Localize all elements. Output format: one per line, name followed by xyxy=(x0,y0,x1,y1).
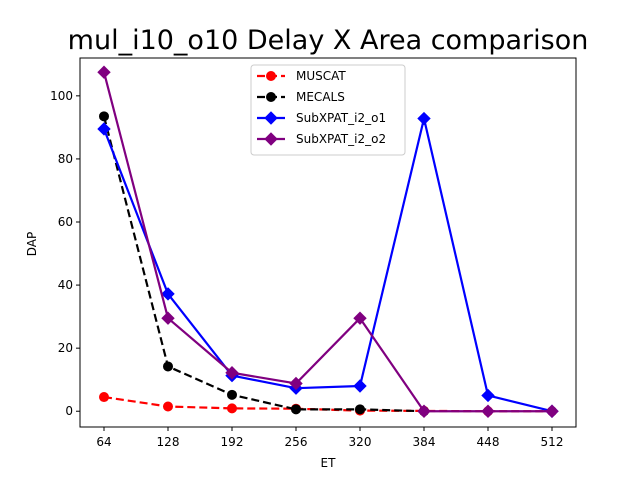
data-point-subxpat-i2-o1 xyxy=(97,122,111,136)
data-point-subxpat-i2-o1 xyxy=(353,379,367,393)
series-line-mecals xyxy=(102,116,425,413)
x-tick-label: 128 xyxy=(157,435,180,449)
data-point-subxpat-i2-o2 xyxy=(161,311,175,325)
data-point-subxpat-i2-o1 xyxy=(481,388,495,403)
y-tick-label: 60 xyxy=(58,215,73,229)
data-point-mecals xyxy=(227,389,237,400)
legend-box xyxy=(250,64,406,156)
data-point-mecals xyxy=(163,361,173,372)
y-tick-label: 40 xyxy=(58,278,73,292)
data-point-mecals xyxy=(355,404,365,415)
data-point-subxpat-i2-o2 xyxy=(97,65,111,79)
data-point-subxpat-i2-o2 xyxy=(417,404,431,418)
data-point-subxpat-i2-o2 xyxy=(289,376,303,391)
plot-area xyxy=(97,65,559,418)
y-tick-label: 20 xyxy=(58,341,73,355)
legend: MUSCAT MECALS SubXPAT_i2_o1 SubXPAT_i2_o2 xyxy=(250,64,406,156)
data-point-subxpat-i2-o2 xyxy=(481,404,495,418)
chart-title: mul_i10_o10 Delay X Area comparison xyxy=(68,25,589,56)
x-tick-label: 512 xyxy=(541,435,564,449)
y-axis-label: DAP xyxy=(25,232,39,256)
series-line-subxpat-i2-o1 xyxy=(102,117,553,413)
legend-entry-label: MECALS xyxy=(296,90,345,104)
data-point-mecals xyxy=(99,111,109,122)
data-point-mecals xyxy=(291,404,301,415)
data-point-subxpat-i2-o2 xyxy=(545,404,559,418)
plot-frame xyxy=(79,57,577,428)
x-tick-label: 192 xyxy=(221,435,244,449)
data-point-subxpat-i2-o1 xyxy=(417,111,431,126)
x-tick-label: 320 xyxy=(349,435,372,449)
data-point-muscat xyxy=(227,403,237,414)
legend-swatch-marker xyxy=(264,111,278,125)
series-line-subxpat-i2-o2 xyxy=(102,71,552,413)
data-point-muscat xyxy=(99,392,109,403)
data-point-subxpat-i2-o1 xyxy=(161,287,175,301)
y-tick-label: 80 xyxy=(58,152,73,166)
y-tick-label: 0 xyxy=(65,404,73,418)
legend-swatch-marker xyxy=(266,71,276,81)
data-point-muscat xyxy=(163,401,173,412)
legend-entry-label: MUSCAT xyxy=(296,69,346,83)
data-point-subxpat-i2-o2 xyxy=(225,366,239,380)
axes: 64 128 192 256 320 384 448 512 0 20 40 60 80 100 xyxy=(50,57,577,449)
data-point-subxpat-i2-o2 xyxy=(353,311,367,325)
legend-swatch-marker xyxy=(266,92,276,102)
y-tick-label: 100 xyxy=(50,89,73,103)
x-tick-label: 64 xyxy=(96,435,111,449)
x-tick-label: 256 xyxy=(285,435,308,449)
x-axis-label: ET xyxy=(321,456,337,470)
legend-entry-label: SubXPAT_i2_o1 xyxy=(296,111,386,125)
legend-swatch-marker xyxy=(264,132,278,146)
x-tick-label: 384 xyxy=(413,435,436,449)
x-tick-label: 448 xyxy=(477,435,500,449)
legend-entry-label: SubXPAT_i2_o2 xyxy=(296,132,386,146)
